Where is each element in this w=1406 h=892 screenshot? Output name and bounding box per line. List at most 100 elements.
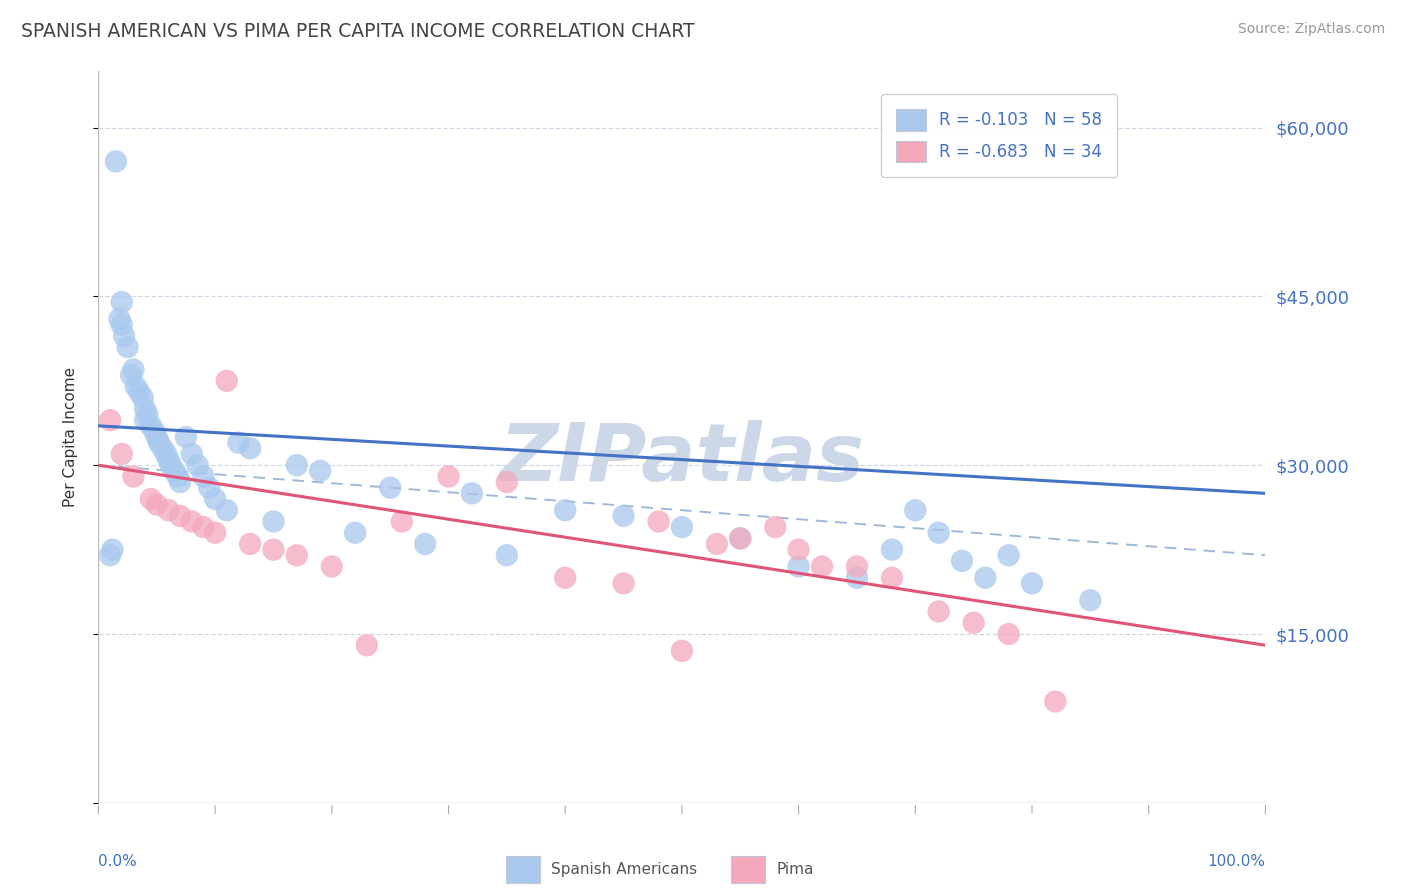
Point <box>193 469 215 483</box>
Point <box>647 515 669 529</box>
Point <box>146 498 169 512</box>
Point <box>1080 593 1102 607</box>
FancyBboxPatch shape <box>506 856 540 883</box>
Point <box>671 644 693 658</box>
Point <box>730 532 752 546</box>
Text: Source: ZipAtlas.com: Source: ZipAtlas.com <box>1237 22 1385 37</box>
Point <box>122 469 145 483</box>
Point <box>152 442 174 456</box>
Point <box>285 458 308 473</box>
Point <box>117 340 139 354</box>
Point <box>239 537 262 551</box>
Text: ZIPatlas: ZIPatlas <box>499 420 865 498</box>
Y-axis label: Per Capita Income: Per Capita Income <box>63 367 77 508</box>
Point <box>1021 576 1043 591</box>
Point <box>962 615 984 630</box>
Point <box>134 401 156 416</box>
Point <box>155 447 177 461</box>
Point <box>146 430 169 444</box>
Point <box>180 515 202 529</box>
Point <box>98 413 121 427</box>
Point <box>380 481 402 495</box>
Point <box>974 571 997 585</box>
Point <box>846 559 869 574</box>
Point <box>112 328 135 343</box>
Point <box>880 542 903 557</box>
Point <box>787 542 810 557</box>
Point <box>169 508 191 523</box>
Point <box>163 464 186 478</box>
Point <box>132 391 155 405</box>
Point <box>554 503 576 517</box>
Point <box>321 559 343 574</box>
Point <box>391 515 413 529</box>
Point <box>215 374 238 388</box>
Point <box>193 520 215 534</box>
Point <box>143 425 166 439</box>
Point <box>612 576 634 591</box>
Point <box>787 559 810 574</box>
Point <box>169 475 191 489</box>
Point <box>104 154 127 169</box>
Point <box>157 452 180 467</box>
Point <box>950 554 973 568</box>
Point <box>612 508 634 523</box>
Point <box>139 418 162 433</box>
Point <box>122 362 145 376</box>
Text: Spanish Americans: Spanish Americans <box>551 863 697 877</box>
Point <box>157 503 180 517</box>
Point <box>159 458 181 473</box>
Text: 100.0%: 100.0% <box>1208 854 1265 869</box>
Point <box>228 435 250 450</box>
Point <box>928 605 950 619</box>
Point <box>928 525 950 540</box>
Point <box>120 368 142 383</box>
Point <box>413 537 436 551</box>
Point <box>166 469 188 483</box>
Point <box>125 379 148 393</box>
Point <box>180 447 202 461</box>
Point <box>204 491 226 506</box>
Point <box>148 435 170 450</box>
Point <box>496 475 519 489</box>
Point <box>997 548 1019 562</box>
Point <box>309 464 332 478</box>
Point <box>997 627 1019 641</box>
Point <box>1045 694 1067 708</box>
Point <box>904 503 927 517</box>
Point <box>285 548 308 562</box>
Point <box>187 458 209 473</box>
Point <box>134 413 156 427</box>
Text: Pima: Pima <box>776 863 814 877</box>
Point <box>111 447 134 461</box>
Point <box>763 520 786 534</box>
Point <box>101 542 124 557</box>
Legend: R = -0.103   N = 58, R = -0.683   N = 34: R = -0.103 N = 58, R = -0.683 N = 34 <box>880 95 1116 178</box>
Point <box>136 408 159 422</box>
Point <box>880 571 903 585</box>
Text: SPANISH AMERICAN VS PIMA PER CAPITA INCOME CORRELATION CHART: SPANISH AMERICAN VS PIMA PER CAPITA INCO… <box>21 22 695 41</box>
Point <box>811 559 834 574</box>
Point <box>198 481 221 495</box>
FancyBboxPatch shape <box>731 856 765 883</box>
Point <box>671 520 693 534</box>
Point <box>128 385 150 400</box>
Point <box>204 525 226 540</box>
Point <box>108 312 131 326</box>
Point <box>706 537 728 551</box>
Point <box>139 491 162 506</box>
Point <box>98 548 121 562</box>
Point <box>730 532 752 546</box>
Point <box>111 295 134 310</box>
Point <box>437 469 460 483</box>
Point <box>554 571 576 585</box>
Point <box>846 571 869 585</box>
Point <box>239 442 262 456</box>
Point <box>262 515 284 529</box>
Point <box>262 542 284 557</box>
Point <box>461 486 484 500</box>
Point <box>215 503 238 517</box>
Point <box>344 525 367 540</box>
Point <box>111 318 134 332</box>
Point <box>496 548 519 562</box>
